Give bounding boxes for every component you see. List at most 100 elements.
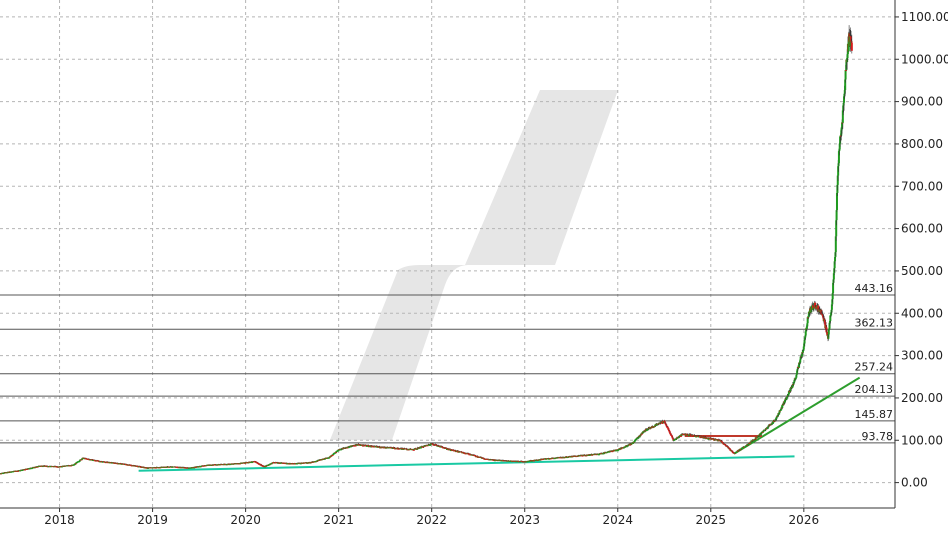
- candle-body: [431, 443, 434, 445]
- candle-body: [838, 143, 841, 150]
- candle-body: [804, 331, 807, 336]
- candle-body: [332, 453, 335, 455]
- x-tick-label: 2021: [323, 513, 354, 527]
- watermark-shape: [330, 90, 618, 440]
- candle-body: [789, 391, 792, 393]
- candle-body: [803, 337, 806, 340]
- candle-body: [766, 427, 769, 429]
- candle-body: [365, 444, 368, 446]
- candle-body: [664, 422, 667, 424]
- candle-body: [540, 459, 543, 461]
- y-tick-label: 900.00: [901, 95, 943, 109]
- candle-body: [664, 422, 667, 424]
- candle-body: [720, 440, 723, 442]
- candle-body: [447, 449, 450, 451]
- candle-body: [775, 416, 778, 418]
- candle-body: [846, 58, 849, 63]
- candle-body: [625, 446, 628, 448]
- candle-body: [829, 315, 832, 317]
- candle-body: [730, 450, 733, 452]
- candle-body: [838, 149, 841, 152]
- candle-body: [773, 420, 776, 422]
- candle-body: [837, 151, 840, 164]
- candle-body: [611, 451, 614, 453]
- candle-body: [796, 370, 799, 374]
- candle-body: [771, 422, 774, 424]
- candle-body: [530, 460, 533, 462]
- candle-body: [617, 449, 620, 451]
- candle-body: [671, 437, 674, 439]
- candle-body: [601, 453, 604, 455]
- candle-body: [795, 375, 798, 378]
- candle-body: [654, 424, 657, 427]
- candle-body: [710, 438, 713, 440]
- candle-body: [661, 422, 664, 424]
- candle-body: [139, 466, 142, 468]
- candle-body: [775, 417, 778, 420]
- candle-body: [639, 434, 642, 436]
- candle-body: [827, 330, 830, 335]
- candle-body: [615, 449, 618, 451]
- candle-body: [747, 443, 750, 445]
- candle-body: [367, 445, 370, 447]
- candle-body: [247, 462, 250, 464]
- candle-body: [807, 311, 810, 316]
- candle-body: [270, 463, 273, 465]
- candle-body: [640, 433, 643, 435]
- candle-body: [493, 459, 496, 461]
- candle-body: [783, 402, 786, 404]
- candle-body: [830, 312, 833, 316]
- x-tick-label: 2020: [230, 513, 261, 527]
- candle-body: [476, 455, 479, 457]
- candle-body: [635, 438, 638, 440]
- candle-body: [622, 447, 625, 449]
- candle-body: [278, 462, 281, 464]
- candle-body: [791, 384, 794, 387]
- level-label: 362.13: [855, 316, 894, 329]
- candle-body: [80, 459, 83, 461]
- candle-body: [821, 314, 824, 317]
- candle-body: [825, 325, 828, 328]
- candle-body: [391, 448, 394, 450]
- candle-body: [626, 445, 629, 447]
- candle-body: [724, 444, 727, 446]
- candle-body: [658, 423, 661, 425]
- candle-body: [832, 282, 835, 294]
- candle-body: [349, 446, 352, 448]
- candle-body: [569, 456, 572, 458]
- candle-body: [806, 317, 809, 324]
- candle-body: [662, 420, 665, 423]
- candle-body: [420, 446, 423, 448]
- candle-body: [759, 434, 762, 436]
- candle-body: [802, 349, 805, 351]
- candle-body: [828, 328, 831, 331]
- candle-body: [794, 378, 797, 380]
- candle-body: [768, 425, 771, 427]
- candle-body: [363, 445, 366, 447]
- candle-body: [362, 445, 365, 447]
- y-tick-label: 0.00: [901, 476, 928, 490]
- candle-body: [357, 443, 360, 446]
- candle-body: [435, 444, 438, 446]
- candle-body: [482, 457, 485, 459]
- candle-body: [130, 464, 133, 466]
- candle-body: [136, 465, 139, 467]
- candle-body: [745, 445, 748, 447]
- level-label: 443.16: [855, 282, 894, 295]
- candle-body: [735, 451, 738, 453]
- candle-body: [762, 430, 765, 433]
- candle-body: [81, 458, 84, 460]
- candle-body: [638, 436, 641, 438]
- candle-body: [721, 442, 724, 444]
- x-tick-label: 2019: [137, 513, 168, 527]
- candle-body: [316, 460, 319, 462]
- candle-body: [738, 449, 741, 451]
- candle-body: [814, 307, 817, 309]
- candle-body: [335, 452, 338, 454]
- candle-body: [820, 313, 823, 315]
- candle-body: [401, 448, 404, 450]
- candle-body: [632, 442, 635, 444]
- candle-body: [353, 445, 356, 447]
- candle-body: [429, 443, 432, 445]
